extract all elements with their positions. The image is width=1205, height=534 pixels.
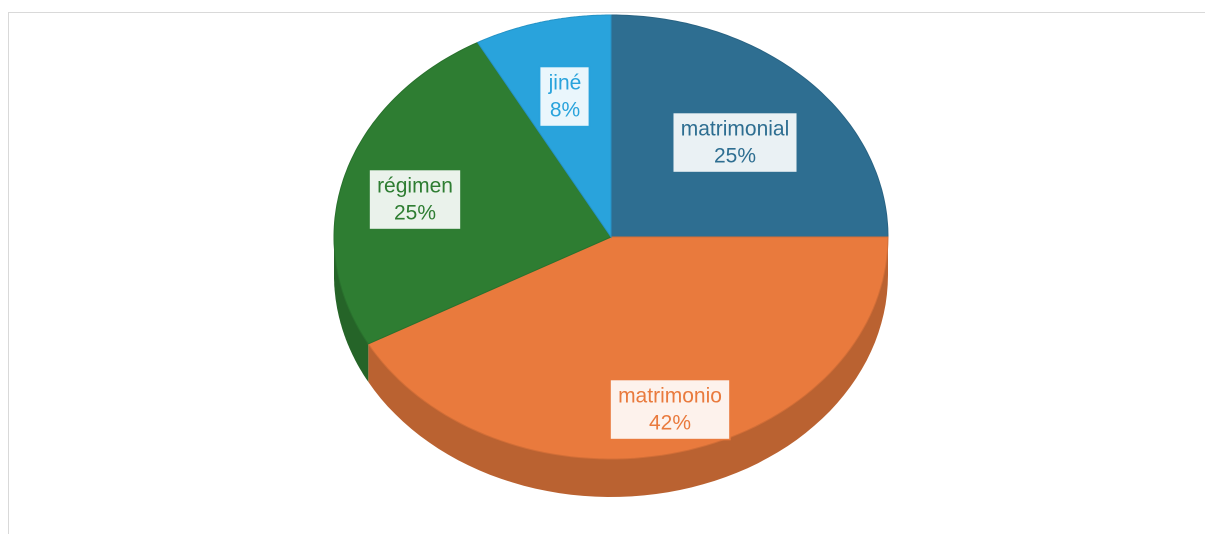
data-label: matrimonial 25% [671,111,799,174]
data-label-box [538,65,591,128]
data-label-value: 8% [550,99,580,122]
slice-side [368,237,888,497]
data-label-name: matrimonial [681,118,790,141]
data-label: jiné 8% [538,65,591,128]
data-label: matrimonio 42% [609,378,731,441]
data-label-box [671,111,799,174]
data-label-box [609,378,731,441]
data-label-value: 42% [649,412,691,435]
data-labels: matrimonial 25% matrimonio 42% régimen 25% jin… [368,65,799,441]
slice [367,236,889,460]
pie-sides [334,237,888,497]
slice [333,41,612,345]
data-label: régimen 25% [368,168,462,231]
data-label-name: jiné [548,72,582,95]
data-label-name: matrimonio [618,385,722,408]
data-label-box [368,168,462,231]
data-label-name: régimen [377,175,453,198]
data-label-value: 25% [394,202,436,225]
slice-side [334,237,369,382]
data-label-value: 25% [714,145,756,168]
